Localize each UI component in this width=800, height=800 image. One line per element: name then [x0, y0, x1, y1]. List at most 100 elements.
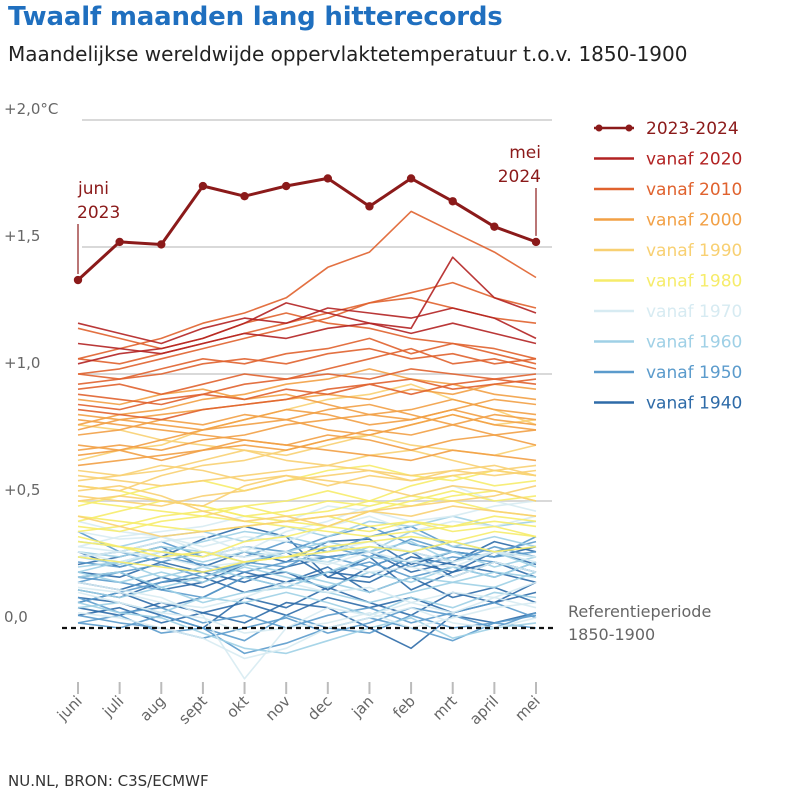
highlight-point — [240, 192, 249, 201]
series-line-2020 — [77, 322, 537, 355]
legend-label: vanaf 2000 — [646, 211, 742, 231]
series-line-1995 — [77, 464, 537, 487]
annotation-end-year: 2024 — [498, 167, 541, 187]
series-line-1988 — [77, 485, 537, 533]
legend-marker — [625, 124, 633, 132]
legend-label: vanaf 1950 — [646, 363, 742, 383]
highlight-series-2023-2024 — [73, 174, 541, 285]
x-tick-label: aug — [136, 692, 169, 725]
series-line-2021 — [77, 256, 537, 365]
series-line-2012 — [77, 347, 537, 385]
highlight-point — [73, 275, 83, 285]
x-tick-label: dec — [304, 692, 336, 724]
annotation-start-month: juni — [77, 179, 109, 199]
reference-label-line2: 1850-1900 — [568, 625, 655, 644]
series-line-1974 — [77, 591, 537, 634]
legend-item: vanaf 2000 — [594, 211, 742, 231]
highlight-point — [406, 174, 416, 183]
x-tick-label: feb — [389, 692, 419, 722]
series-line-1987 — [77, 464, 537, 507]
legend: 2023-2024 vanaf 2020 vanaf 2010 vanaf 2000 v… — [594, 119, 742, 414]
legend-item: vanaf 1980 — [594, 272, 742, 292]
series-line-1984 — [77, 530, 537, 563]
x-tick-label: juni — [53, 692, 86, 725]
highlight-point — [115, 237, 124, 247]
series-line-1960 — [77, 550, 537, 589]
series-line-1977 — [77, 515, 537, 548]
x-tick-label: mrt — [429, 692, 461, 724]
series-line-2001 — [77, 398, 537, 452]
highlight-point — [490, 222, 499, 231]
legend-item: vanaf 1940 — [594, 394, 742, 414]
series-line-1967 — [77, 563, 537, 594]
series-line-2007 — [77, 418, 537, 462]
series-line-1971 — [77, 581, 537, 609]
legend-label: vanaf 1940 — [646, 394, 742, 414]
series-line-2016 — [77, 312, 537, 365]
legend-item: vanaf 1950 — [594, 363, 742, 383]
x-tick-label: nov — [262, 692, 294, 724]
series-line-2002 — [77, 398, 537, 431]
series-line-2015 — [77, 210, 537, 360]
series-line-1976 — [77, 606, 537, 660]
series-line-1986 — [77, 474, 537, 533]
series-line-2018 — [77, 347, 537, 396]
series-line-1982 — [77, 489, 537, 558]
legend-item: vanaf 1970 — [594, 302, 742, 322]
legend-label: vanaf 1980 — [646, 272, 742, 292]
historical-series — [77, 210, 537, 680]
legend-item: vanaf 2010 — [594, 180, 742, 200]
highlight-point — [157, 240, 166, 249]
y-tick-label: +2,0°C — [4, 100, 58, 118]
series-line-2011 — [77, 368, 537, 406]
series-line-1966 — [77, 561, 537, 589]
series-line-1991 — [77, 484, 537, 528]
legend-label: vanaf 1970 — [646, 302, 742, 322]
annotation-start-year: 2023 — [77, 203, 120, 223]
legend-item: vanaf 1960 — [594, 333, 742, 353]
highlight-point — [198, 181, 208, 191]
series-line-1970 — [77, 545, 537, 568]
highlight-point — [531, 237, 541, 247]
series-line-1999 — [77, 449, 537, 487]
series-line-2013 — [77, 378, 537, 411]
highlight-point — [323, 174, 333, 183]
y-tick-label: +1,5 — [4, 227, 40, 245]
series-line-2009 — [77, 383, 537, 431]
series-line-2008 — [77, 434, 537, 462]
x-axis-ticks: juni juli aug sept okt nov dec jan feb mrt april me… — [53, 682, 544, 728]
y-tick-label: 0,0 — [4, 608, 28, 626]
x-tick-label: okt — [223, 692, 253, 722]
chart-subtitle: Maandelijkse wereldwijde oppervlaktetemp… — [8, 42, 688, 66]
series-line-2022 — [77, 307, 537, 345]
x-tick-label: sept — [175, 692, 211, 728]
series-line-2003 — [77, 403, 537, 436]
annotation-end-month: mei — [509, 143, 541, 163]
series-line-2000 — [77, 423, 537, 467]
series-line-1961 — [77, 530, 537, 563]
series-line-1941 — [77, 550, 537, 591]
series-line-1972 — [77, 484, 537, 558]
series-line-1942 — [77, 566, 537, 604]
legend-marker — [595, 124, 603, 132]
highlight-point — [281, 181, 291, 191]
series-line-1968 — [77, 571, 537, 604]
series-line-1981 — [77, 495, 537, 523]
reference-label-line1: Referentieperiode — [568, 602, 711, 621]
x-tick-label: mei — [511, 692, 544, 725]
y-axis-ticks: +2,0°C +1,5 +1,0 +0,5 0,0 — [4, 100, 58, 626]
highlight-line — [76, 176, 537, 282]
series-line-1956 — [77, 614, 537, 655]
legend-label: vanaf 2020 — [646, 150, 742, 170]
series-line-2014 — [77, 281, 537, 375]
x-tick-label: juli — [98, 692, 127, 721]
series-line-1983 — [77, 500, 537, 538]
series-line-1993 — [77, 464, 537, 507]
highlight-point — [365, 202, 374, 211]
x-tick-label: april — [466, 692, 502, 728]
y-tick-label: +0,5 — [4, 481, 40, 499]
highlight-point — [448, 197, 457, 206]
series-line-1964 — [77, 601, 537, 655]
legend-item: 2023-2024 — [594, 119, 739, 139]
